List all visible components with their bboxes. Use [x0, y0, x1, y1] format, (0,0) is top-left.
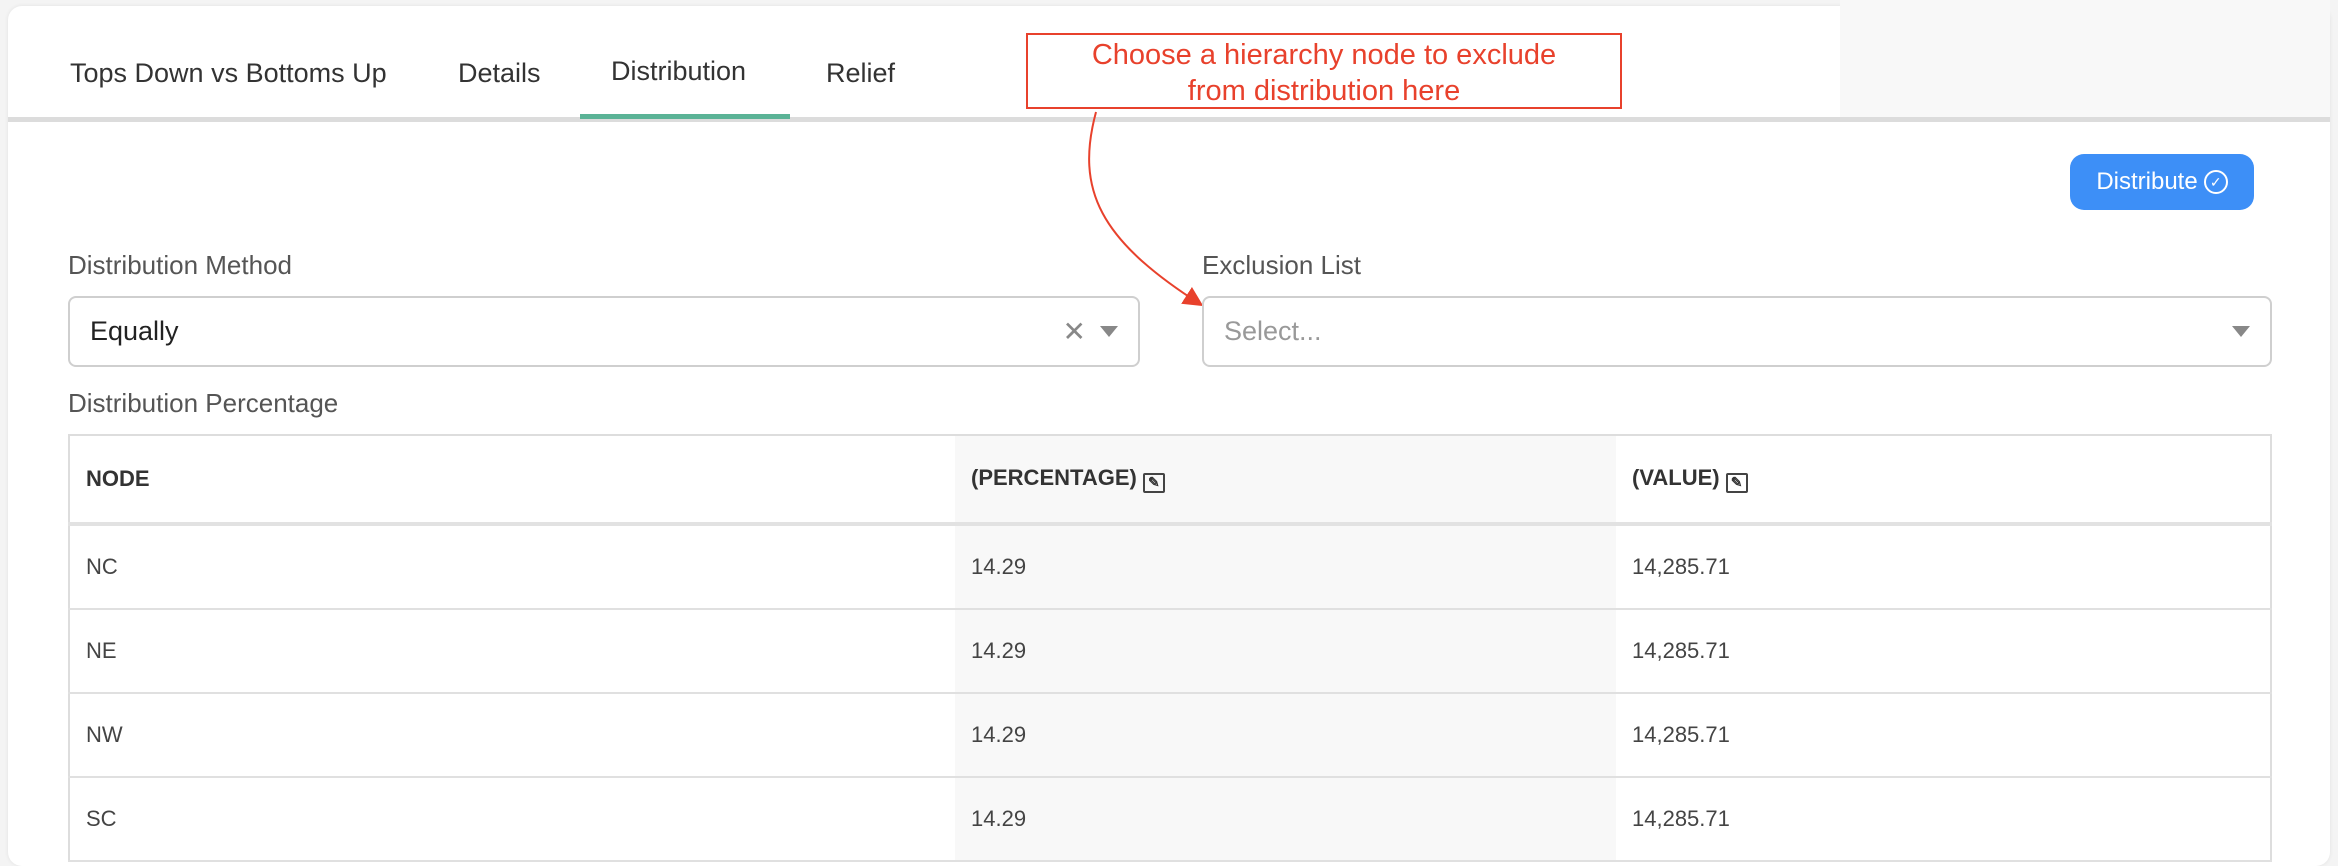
clear-icon[interactable]: ✕ — [1062, 316, 1086, 347]
cell-node: NE — [69, 609, 955, 694]
header-percentage-label: (PERCENTAGE) — [971, 465, 1137, 490]
cell-percentage[interactable]: 14.29 — [955, 609, 1616, 694]
table-row: NE 14.29 14,285.71 — [69, 609, 2271, 694]
cell-node: NC — [69, 524, 955, 610]
cell-node: SC — [69, 777, 955, 862]
header-percentage[interactable]: (PERCENTAGE) ✎ — [955, 435, 1616, 526]
cell-percentage[interactable]: 14.29 — [955, 777, 1616, 862]
table-header-row: NODE (PERCENTAGE) ✎ (VALUE) ✎ — [69, 435, 2271, 526]
header-value[interactable]: (VALUE) ✎ — [1616, 435, 2271, 526]
exclusion-list-placeholder: Select... — [1224, 316, 1322, 346]
header-node: NODE — [69, 435, 955, 526]
header-node-label: NODE — [86, 466, 150, 491]
edit-icon[interactable]: ✎ — [1142, 473, 1165, 493]
distribution-method-select[interactable]: Equally ✕ — [68, 296, 1140, 367]
side-panel — [1840, 0, 2330, 117]
annotation-line-1: Choose a hierarchy node to exclude — [1091, 39, 1557, 71]
edit-icon[interactable]: ✎ — [1725, 473, 1748, 493]
annotation-callout: Choose a hierarchy node to exclude from … — [1026, 33, 1622, 109]
cell-value[interactable]: 14,285.71 — [1616, 524, 2271, 610]
cell-value[interactable]: 14,285.71 — [1616, 777, 2271, 862]
distribution-table: NODE (PERCENTAGE) ✎ (VALUE) ✎ NC 14.29 14,28… — [68, 434, 2272, 862]
distribute-button[interactable]: Distribute ✓ — [2070, 154, 2254, 210]
tab-details[interactable]: Details — [458, 58, 541, 88]
annotation-line-2: from distribution here — [1187, 75, 1461, 107]
table-row: SC 14.29 14,285.71 — [69, 777, 2271, 862]
distribute-label: Distribute — [2096, 168, 2198, 195]
cell-value[interactable]: 14,285.71 — [1616, 609, 2271, 694]
tab-distribution[interactable]: Distribution — [611, 56, 747, 86]
cell-value[interactable]: 14,285.71 — [1616, 693, 2271, 778]
table-row: NW 14.29 14,285.71 — [69, 693, 2271, 778]
cell-percentage[interactable]: 14.29 — [955, 693, 1616, 778]
tab-tops-down-vs-bottoms-up[interactable]: Tops Down vs Bottoms Up — [70, 58, 387, 88]
cell-percentage[interactable]: 14.29 — [955, 524, 1616, 610]
exclusion-list-label: Exclusion List — [1202, 250, 1361, 280]
chevron-down-icon[interactable] — [2232, 326, 2250, 337]
chevron-down-icon[interactable] — [1100, 326, 1118, 337]
distribution-method-label: Distribution Method — [68, 250, 292, 280]
distribution-method-value: Equally — [90, 316, 179, 346]
check-circle-icon: ✓ — [2203, 170, 2228, 194]
tab-relief[interactable]: Relief — [826, 58, 896, 88]
active-tab-indicator — [580, 114, 790, 119]
tab-divider — [8, 117, 2330, 122]
header-value-label: (VALUE) — [1632, 465, 1720, 490]
table-row: NC 14.29 14,285.71 — [69, 524, 2271, 610]
cell-node: NW — [69, 693, 955, 778]
exclusion-list-select[interactable]: Select... — [1202, 296, 2272, 367]
distribution-percentage-label: Distribution Percentage — [68, 388, 339, 418]
